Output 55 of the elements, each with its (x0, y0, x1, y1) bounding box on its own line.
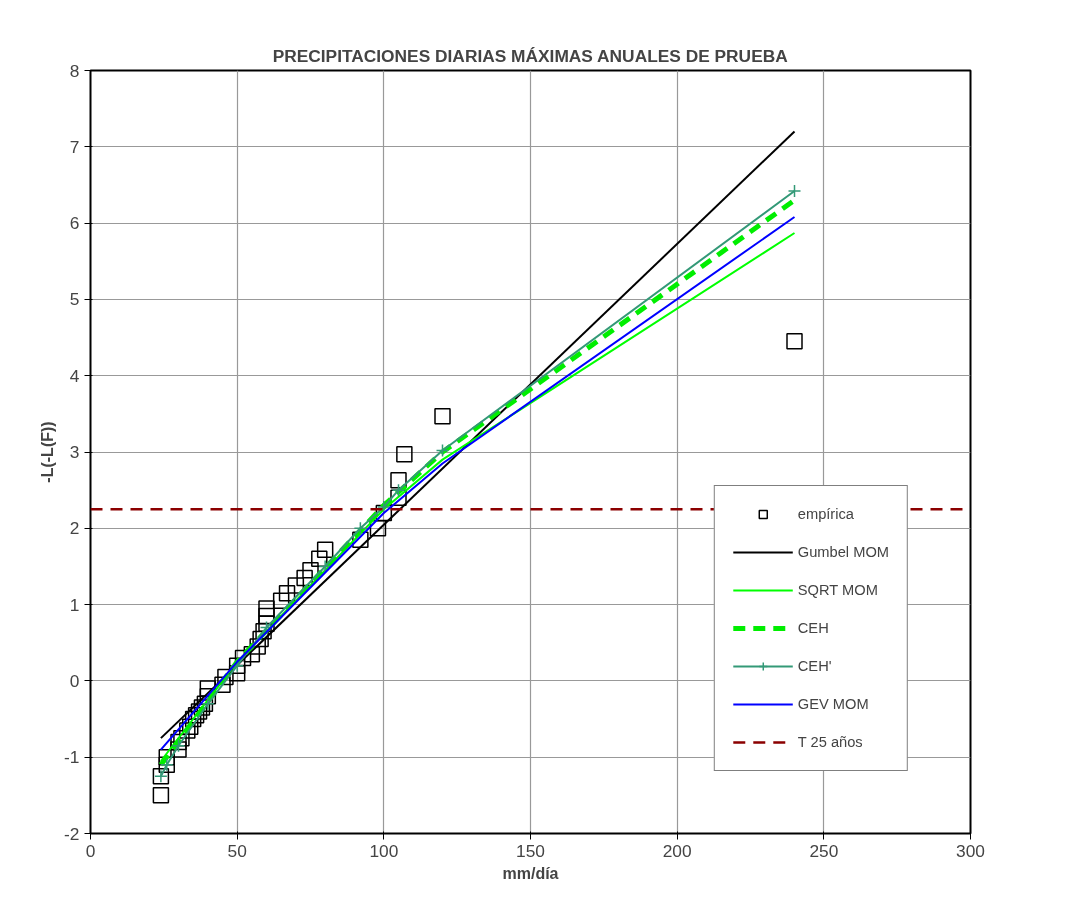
point (201, 697, 215, 711)
y-tick-label: 0 (69, 670, 80, 691)
point (434, 407, 451, 425)
y-tick-label: 2 (69, 518, 80, 539)
y-tick-label: 6 (69, 213, 80, 234)
point (296, 569, 313, 587)
point (258, 600, 275, 617)
legend-label: Gumbel MOM (797, 544, 889, 560)
point (396, 446, 413, 463)
x-tick-label: 200 (662, 840, 692, 861)
point (171, 739, 186, 753)
point (152, 787, 170, 804)
point (170, 733, 187, 751)
point (390, 471, 407, 489)
x-tick-label: 0 (85, 840, 96, 861)
x-tick-label: 50 (227, 840, 247, 861)
point (187, 706, 205, 724)
chart-title: PRECIPITACIONES DIARIAS MÁXIMAS ANUALES DE PRUEBA (272, 45, 789, 66)
y-tick-label: 4 (69, 365, 80, 386)
point (181, 718, 199, 735)
legend-label: SQRT MOM (797, 582, 878, 598)
point (316, 541, 334, 558)
y-tick-label: 1 (69, 594, 80, 615)
x-tick-label: 150 (516, 840, 545, 861)
point (353, 521, 368, 536)
legend-label: T 25 años (797, 734, 863, 750)
point (249, 638, 266, 655)
y-tick-label: -2 (64, 823, 80, 844)
y-tick-label: 8 (69, 60, 80, 81)
y-tick-label: 5 (69, 289, 80, 310)
x-tick-label: 300 (956, 840, 985, 861)
x-tick-label: 100 (369, 840, 399, 861)
point (217, 668, 234, 686)
point (318, 559, 332, 574)
point (278, 584, 296, 602)
point (287, 577, 305, 594)
legend-label: CEH' (797, 658, 832, 674)
point (391, 483, 406, 497)
point (435, 443, 450, 458)
legend-label: GEV MOM (797, 696, 869, 712)
y-tick-label: 7 (69, 136, 80, 157)
legend-label: CEH (797, 620, 829, 636)
point (190, 703, 208, 720)
point (252, 630, 269, 648)
point (786, 333, 803, 350)
point (179, 722, 196, 739)
legend-label: empírica (797, 506, 854, 522)
x-axis-title: mm/día (502, 864, 559, 882)
point (787, 184, 802, 198)
y-axis-title: -L(-L(F)) (39, 421, 57, 483)
y-tick-label: -1 (64, 747, 80, 768)
x-tick-label: 250 (809, 840, 839, 861)
point (193, 699, 211, 716)
y-tick-label: 3 (69, 442, 80, 462)
point (377, 500, 391, 514)
